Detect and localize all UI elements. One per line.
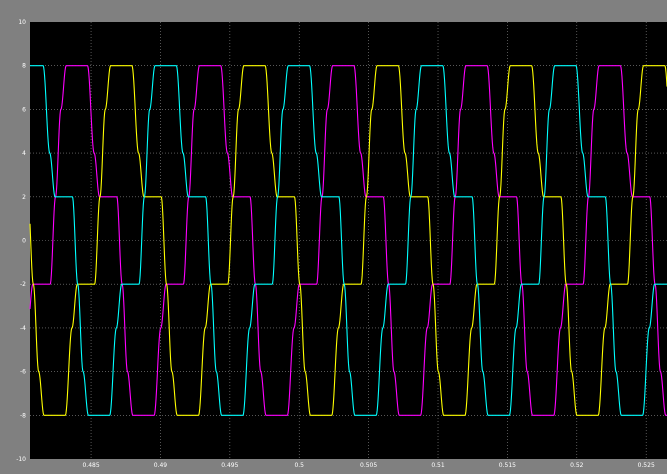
- series-line-2: [29, 65, 667, 416]
- y-tick-label: -8: [20, 412, 26, 419]
- series-line-3: [30, 65, 667, 416]
- x-tick-label: 0.51: [431, 462, 445, 469]
- x-tick-label: 0.52: [570, 462, 584, 469]
- y-tick-label: 2: [22, 194, 26, 201]
- series-layer: [29, 65, 667, 416]
- y-tick-label: -2: [20, 281, 26, 288]
- y-tick-label: -4: [20, 325, 26, 332]
- x-tick-label: 0.5: [294, 462, 304, 469]
- y-tick-label: 4: [22, 150, 26, 157]
- x-tick-label: 0.49: [154, 462, 168, 469]
- series-line-1: [29, 65, 667, 416]
- tick-label-layer: 10 8 6 4 2 0 -2 -4 -6 -8 -10 0.485 0.49 0.495 0.5 0.505…: [16, 19, 655, 469]
- y-tick-label: 8: [22, 63, 26, 70]
- x-tick-label: 0.505: [360, 462, 377, 469]
- x-tick-label: 0.495: [221, 462, 238, 469]
- y-tick-label: 10: [18, 19, 26, 26]
- y-tick-label: -6: [20, 369, 26, 376]
- x-tick-label: 0.525: [638, 462, 655, 469]
- y-tick-label: -10: [16, 456, 26, 463]
- y-tick-label: 6: [22, 106, 26, 113]
- x-tick-label: 0.485: [82, 462, 99, 469]
- x-tick-label: 0.515: [499, 462, 516, 469]
- y-tick-label: 0: [22, 238, 26, 245]
